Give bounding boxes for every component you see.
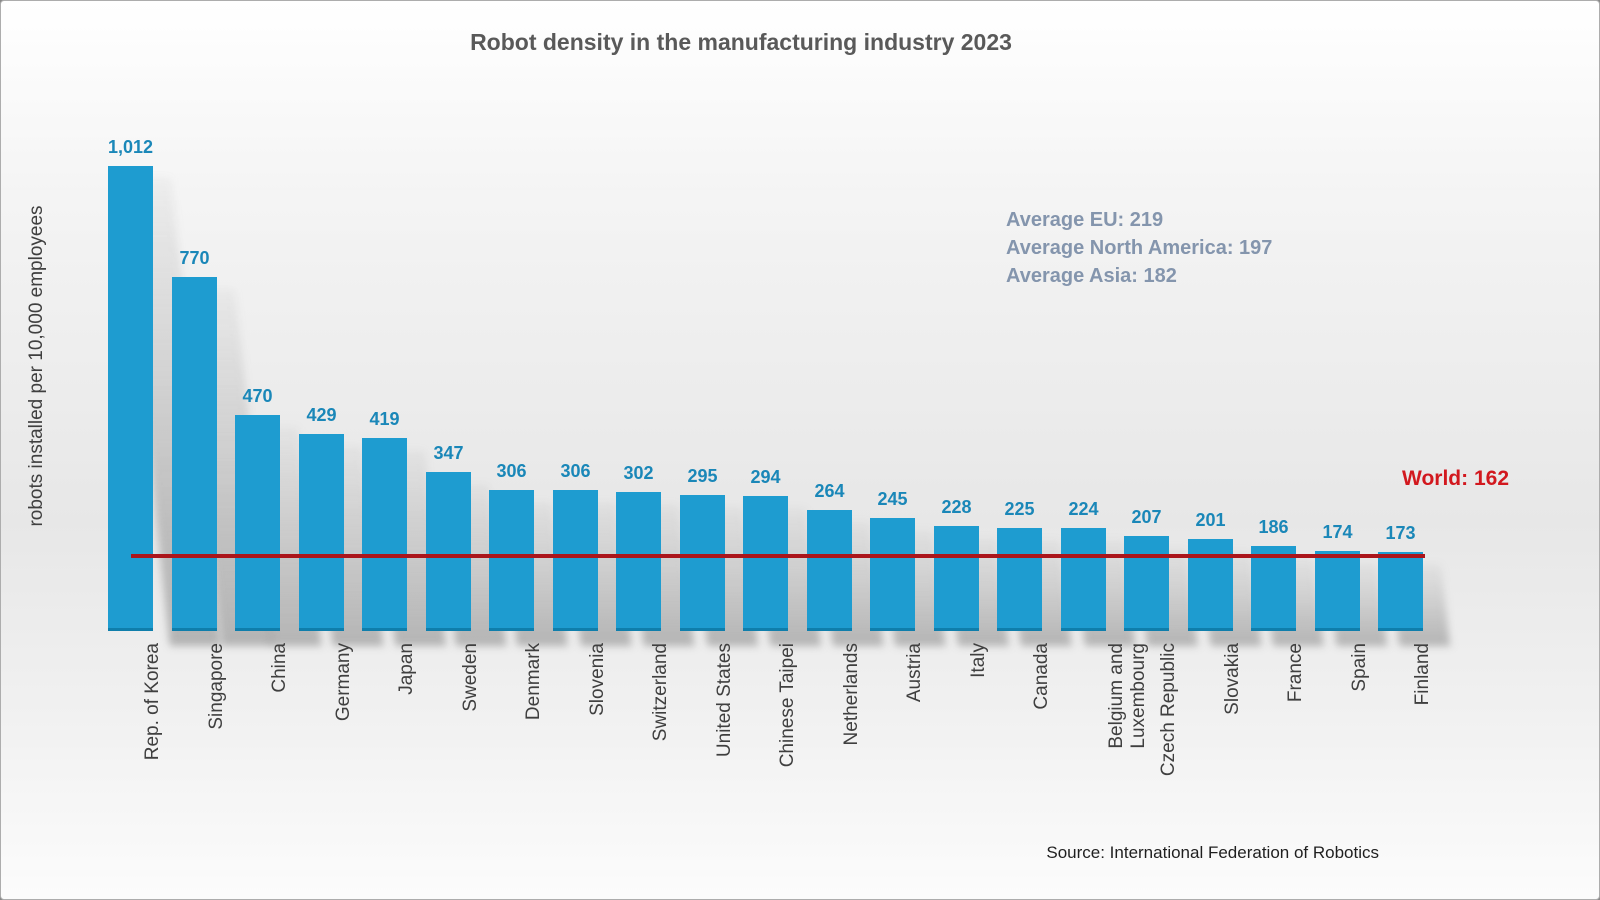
bar-value-label: 419 xyxy=(369,409,400,429)
bar-czech-republic xyxy=(1124,536,1169,631)
annotation-average-north-america: Average North America: 197 xyxy=(1006,237,1273,259)
bar-value-label: 174 xyxy=(1322,522,1353,542)
category-label: Chinese Taipei xyxy=(776,643,798,768)
bar-chinese-taipei xyxy=(743,496,788,631)
bar-japan xyxy=(362,438,407,631)
bar-value-label: 264 xyxy=(814,481,845,501)
category-label: Sweden xyxy=(459,643,481,712)
bar-finland xyxy=(1378,552,1423,631)
bar-rep-of-korea xyxy=(108,166,153,631)
bar-switzerland xyxy=(616,492,661,631)
bar-austria xyxy=(870,518,915,631)
category-label: Singapore xyxy=(205,643,227,730)
bar-germany xyxy=(299,434,344,631)
category-label: Spain xyxy=(1348,643,1370,692)
bar-denmark xyxy=(489,490,534,631)
category-label: Switzerland xyxy=(649,643,671,742)
category-label: Italy xyxy=(967,643,989,678)
world-average-line xyxy=(131,554,1425,558)
category-label: Finland xyxy=(1411,643,1433,706)
region-averages: Average EU: 219 Average North America: 1… xyxy=(1006,206,1272,290)
bar-netherlands xyxy=(807,510,852,631)
bar-united-states xyxy=(680,495,725,631)
bar-value-label: 347 xyxy=(433,443,464,463)
bar-singapore xyxy=(172,277,217,631)
source-note: Source: International Federation of Robo… xyxy=(1046,843,1379,862)
bar-value-label: 770 xyxy=(179,248,210,268)
bar-value-label: 470 xyxy=(242,386,273,406)
bar-value-label: 225 xyxy=(1004,499,1035,519)
category-label: Rep. of Korea xyxy=(141,643,163,761)
category-label: Slovenia xyxy=(586,643,608,716)
category-label: France xyxy=(1284,643,1306,703)
category-label: Netherlands xyxy=(840,643,862,746)
category-label: Germany xyxy=(332,643,354,722)
bar-value-label: 295 xyxy=(687,466,718,486)
category-label: United States xyxy=(713,643,735,758)
bar-value-label: 224 xyxy=(1068,499,1099,519)
chart-title: Robot density in the manufacturing indus… xyxy=(470,29,1012,55)
category-label: Czech Republic xyxy=(1157,643,1179,777)
world-average-label: World: 162 xyxy=(1402,467,1509,490)
bar-sweden xyxy=(426,472,471,631)
bar-value-label: 173 xyxy=(1385,523,1416,543)
bar-value-label: 306 xyxy=(560,461,591,481)
bar-canada xyxy=(997,528,1042,631)
bar-value-label: 201 xyxy=(1195,510,1226,530)
annotation-average-eu: Average EU: 219 xyxy=(1006,209,1164,231)
category-label: Slovakia xyxy=(1221,643,1243,715)
bar-value-label: 1,012 xyxy=(107,137,154,157)
category-label: Canada xyxy=(1030,643,1052,710)
bar-value-label: 245 xyxy=(877,489,908,509)
bar-slovenia xyxy=(553,490,598,631)
bar-value-label: 186 xyxy=(1258,517,1289,537)
bar-value-label: 429 xyxy=(306,405,337,425)
bar-spain xyxy=(1315,551,1360,631)
bar-belgium-and-luxembourg xyxy=(1061,528,1106,631)
bar-france xyxy=(1251,546,1296,631)
bar-value-label: 207 xyxy=(1131,507,1162,527)
category-label: Denmark xyxy=(522,643,544,721)
category-label: Belgium and Luxembourg xyxy=(1105,643,1149,749)
bar-italy xyxy=(934,526,979,631)
bar-value-label: 228 xyxy=(941,497,972,517)
annotation-average-asia: Average Asia: 182 xyxy=(1006,265,1177,287)
category-label: Austria xyxy=(903,643,925,703)
category-label: China xyxy=(268,643,290,693)
category-label: Japan xyxy=(395,643,417,695)
bar-value-label: 294 xyxy=(750,467,781,487)
bar-china xyxy=(235,415,280,631)
bar-slovakia xyxy=(1188,539,1233,631)
bar-value-label: 306 xyxy=(496,461,527,481)
bar-value-label: 302 xyxy=(623,463,654,483)
